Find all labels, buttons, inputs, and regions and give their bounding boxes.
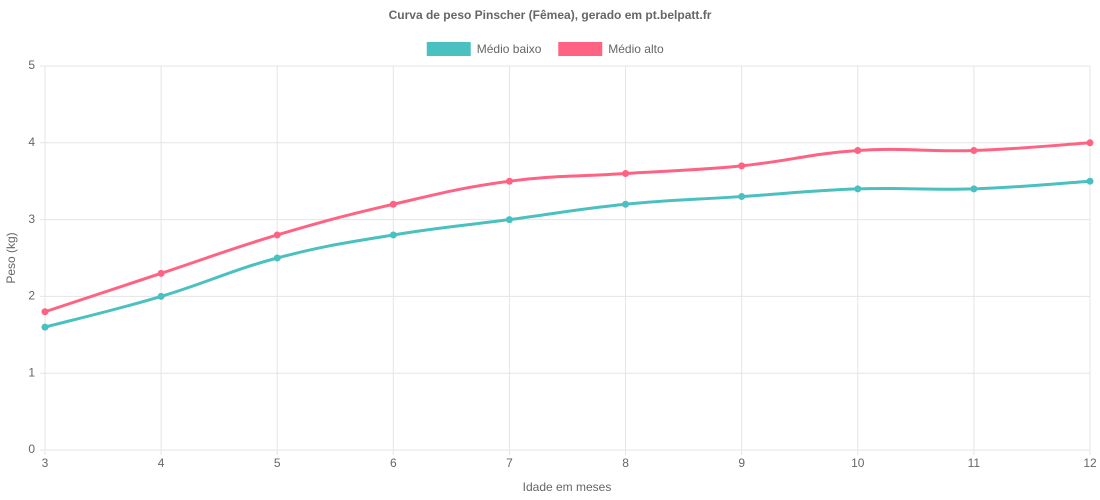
x-tick-label: 11 [968, 456, 981, 470]
data-point [738, 162, 746, 170]
x-tick-label: 8 [622, 456, 629, 470]
data-point [970, 146, 978, 154]
legend-label: Médio alto [608, 42, 664, 56]
data-point [1086, 139, 1094, 147]
x-tick-label: 7 [506, 456, 513, 470]
y-tick-label: 2 [28, 289, 35, 303]
y-tick-label: 5 [28, 58, 35, 72]
x-tick-label: 5 [274, 456, 281, 470]
data-point [157, 292, 165, 300]
data-point [622, 200, 630, 208]
series-line [44, 179, 1091, 329]
data-point [854, 146, 862, 154]
data-point [505, 216, 513, 224]
data-point [41, 323, 49, 331]
data-point [157, 269, 165, 277]
x-axis-label: Idade em meses [523, 480, 612, 494]
x-tick-label: 9 [738, 456, 745, 470]
x-tick-label: 4 [158, 456, 165, 470]
legend-label: Médio baixo [477, 42, 542, 56]
y-tick-label: 3 [28, 212, 35, 226]
legend-swatch [558, 42, 603, 56]
data-point [41, 308, 49, 316]
y-tick-label: 0 [28, 442, 35, 456]
data-point [273, 254, 281, 262]
data-point [738, 193, 746, 201]
data-point [273, 231, 281, 239]
legend-swatch [426, 42, 471, 56]
data-point [1086, 177, 1094, 185]
x-tick-label: 6 [390, 456, 397, 470]
data-point [622, 170, 630, 178]
x-tick-label: 3 [42, 456, 49, 470]
data-point [854, 185, 862, 193]
x-tick-label: 12 [1083, 456, 1097, 470]
y-axis-label: Peso (kg) [4, 232, 18, 283]
data-point [389, 200, 397, 208]
chart-title: Curva de peso Pinscher (Fêmea), gerado e… [389, 8, 712, 22]
series-line [44, 141, 1091, 314]
y-tick-label: 1 [28, 365, 35, 379]
data-point [389, 231, 397, 239]
data-point [970, 185, 978, 193]
x-tick-label: 10 [851, 456, 865, 470]
y-tick-label: 4 [28, 135, 35, 149]
data-point [505, 177, 513, 185]
